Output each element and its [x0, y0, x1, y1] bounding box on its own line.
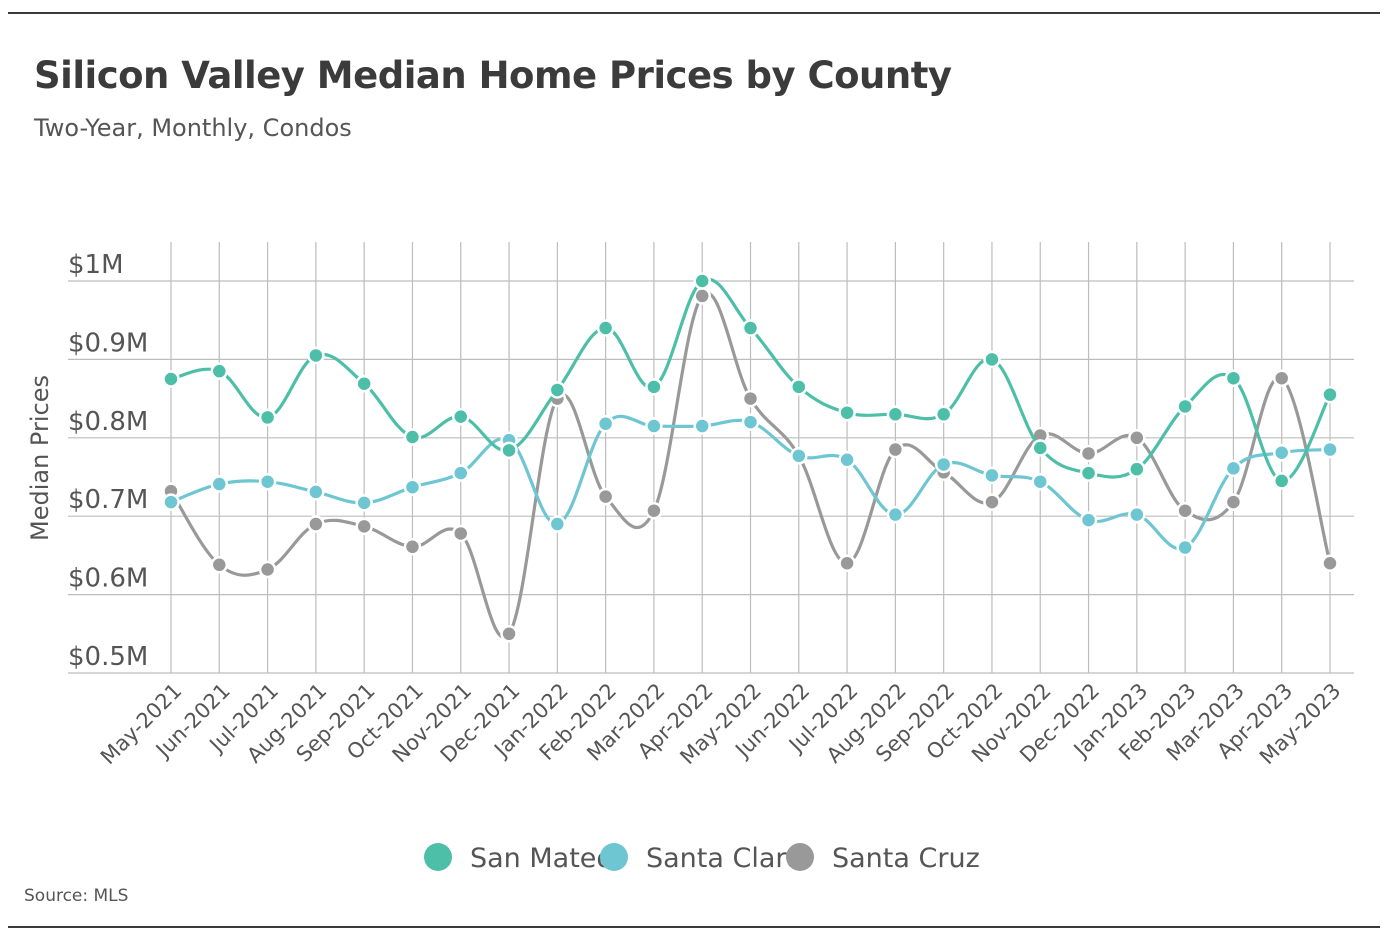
- data-point-san-mateo: [403, 428, 422, 446]
- legend-item-san-mateo: San Mateo: [424, 843, 613, 874]
- data-point-san-mateo: [741, 319, 760, 337]
- data-point-santa-clara: [1224, 459, 1243, 478]
- data-point-santa-clara: [210, 475, 229, 493]
- data-point-san-mateo: [210, 362, 229, 380]
- legend-item-santa-clara: Santa Clara: [600, 843, 803, 874]
- data-point-san-mateo: [1128, 460, 1146, 478]
- data-point-santa-cruz: [1176, 501, 1194, 520]
- data-point-santa-clara: [934, 455, 953, 474]
- data-point-santa-clara: [258, 472, 277, 491]
- data-point-santa-cruz: [1224, 493, 1243, 511]
- series-group: [162, 272, 1339, 643]
- x-axis-ticks: May-2021Jun-2021Jul-2021Aug-2021Sep-2021…: [96, 679, 1346, 770]
- data-point-santa-clara: [1272, 443, 1291, 462]
- bottom-rule: [8, 926, 1380, 928]
- chart-subtitle: Two-Year, Monthly, Condos: [34, 114, 352, 142]
- legend-label: Santa Clara: [646, 843, 803, 874]
- data-point-san-mateo: [355, 374, 373, 393]
- data-point-santa-clara: [886, 505, 905, 524]
- data-point-santa-clara: [1321, 440, 1339, 459]
- data-point-santa-cruz: [886, 440, 905, 459]
- data-point-santa-cruz: [596, 487, 615, 506]
- y-tick-label: $0.6M: [68, 564, 148, 594]
- data-point-santa-cruz: [1128, 429, 1146, 447]
- data-point-san-mateo: [258, 408, 277, 427]
- data-point-san-mateo: [548, 381, 567, 399]
- data-point-santa-clara: [790, 447, 808, 465]
- data-point-santa-cruz: [258, 560, 277, 579]
- data-point-santa-cruz: [645, 501, 663, 520]
- data-point-santa-cruz: [1321, 554, 1339, 572]
- data-point-santa-cruz: [452, 524, 470, 543]
- data-point-san-mateo: [886, 405, 905, 424]
- series-santa-clara: [162, 413, 1339, 557]
- data-point-santa-clara: [1079, 511, 1098, 529]
- data-point-santa-clara: [548, 515, 567, 533]
- data-point-san-mateo: [1079, 464, 1098, 482]
- y-axis-ticks: $0.5M $0.6M $0.7M $0.8M $0.9M $1M: [68, 250, 148, 672]
- data-point-san-mateo: [307, 346, 325, 365]
- series-san-mateo: [162, 272, 1339, 490]
- data-point-santa-clara: [645, 417, 663, 435]
- data-point-san-mateo: [934, 405, 953, 424]
- y-tick-label: $0.9M: [68, 328, 148, 358]
- data-point-san-mateo: [596, 319, 615, 337]
- legend-label: San Mateo: [470, 843, 613, 874]
- y-axis-label: Median Prices: [26, 375, 54, 541]
- data-point-san-mateo: [1176, 397, 1194, 416]
- data-point-san-mateo: [645, 378, 663, 396]
- data-point-santa-cruz: [1272, 369, 1291, 387]
- legend-label: Santa Cruz: [832, 843, 980, 874]
- data-point-santa-clara: [403, 478, 422, 496]
- data-point-san-mateo: [1321, 385, 1339, 404]
- data-point-santa-cruz: [355, 517, 373, 536]
- data-point-santa-clara: [1031, 472, 1049, 491]
- data-point-santa-clara: [355, 494, 373, 512]
- data-point-san-mateo: [500, 441, 518, 460]
- legend-marker-icon: [786, 843, 814, 871]
- y-tick-label: $0.7M: [68, 485, 148, 515]
- chart-title: Silicon Valley Median Home Prices by Cou…: [34, 54, 952, 97]
- data-point-san-mateo: [1272, 472, 1291, 490]
- data-point-santa-clara: [838, 451, 856, 469]
- data-point-santa-cruz: [403, 538, 422, 556]
- data-point-santa-clara: [596, 414, 615, 433]
- data-point-santa-clara: [162, 493, 180, 511]
- data-point-santa-clara: [307, 483, 325, 501]
- top-rule: [8, 12, 1380, 14]
- data-point-san-mateo: [452, 407, 470, 426]
- data-point-san-mateo: [838, 403, 856, 422]
- y-tick-label: $1M: [68, 250, 124, 280]
- y-tick-label: $0.8M: [68, 407, 148, 437]
- data-point-santa-clara: [693, 417, 711, 435]
- legend: San Mateo Santa Clara Santa Cruz: [424, 843, 980, 874]
- data-point-san-mateo: [693, 272, 711, 290]
- data-point-santa-clara: [452, 464, 470, 482]
- data-point-san-mateo: [983, 350, 1001, 369]
- data-point-san-mateo: [1224, 369, 1243, 387]
- data-point-santa-cruz: [838, 554, 856, 572]
- data-point-santa-cruz: [741, 389, 760, 408]
- data-point-san-mateo: [790, 378, 808, 396]
- legend-marker-icon: [600, 843, 628, 871]
- data-point-san-mateo: [1031, 439, 1049, 457]
- data-point-santa-clara: [1176, 538, 1194, 557]
- data-point-santa-cruz: [210, 556, 229, 574]
- data-point-santa-cruz: [983, 493, 1001, 511]
- y-tick-label: $0.5M: [68, 642, 148, 672]
- data-point-santa-clara: [1128, 505, 1146, 524]
- grid: [68, 242, 1354, 674]
- data-point-santa-cruz: [1079, 444, 1098, 463]
- legend-item-santa-cruz: Santa Cruz: [786, 843, 980, 874]
- data-point-santa-clara: [741, 413, 760, 431]
- source-note: Source: MLS: [24, 886, 129, 906]
- data-point-santa-clara: [983, 466, 1001, 485]
- data-point-santa-cruz: [307, 515, 325, 533]
- data-point-santa-cruz: [500, 625, 518, 643]
- data-point-santa-cruz: [693, 287, 711, 305]
- data-point-san-mateo: [162, 370, 180, 388]
- legend-marker-icon: [424, 843, 452, 871]
